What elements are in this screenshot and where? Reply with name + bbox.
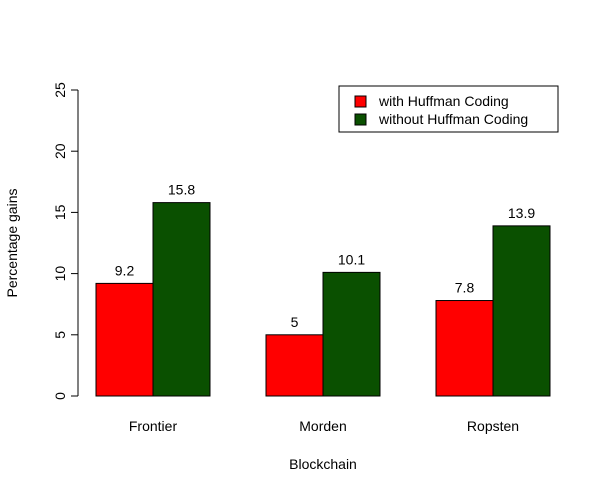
bars-group: [95, 202, 551, 397]
bar-value-label: 10.1: [338, 251, 365, 267]
bar-value-label: 13.9: [508, 205, 535, 221]
y-tick-label: 25: [52, 82, 68, 98]
bar-with-huffman-morden: [265, 334, 324, 397]
bar-with-huffman-frontier: [95, 282, 154, 397]
legend: with Huffman Coding without Huffman Codin…: [338, 85, 559, 133]
legend-entry-label: with Huffman Coding: [378, 93, 509, 109]
y-tick-label: 10: [52, 266, 68, 282]
value-labels-group: 9.2 15.8 5 10.1 7.8 13.9: [115, 182, 536, 330]
bar-with-huffman-ropsten: [435, 300, 494, 397]
bar-without-huffman-morden: [322, 271, 381, 397]
bar-value-label: 7.8: [455, 280, 475, 296]
x-tick-label-frontier: Frontier: [129, 418, 178, 434]
legend-box: [338, 85, 559, 133]
x-category-labels: Frontier Morden Ropsten: [129, 418, 519, 434]
y-tick-label: 5: [52, 331, 68, 339]
bar-without-huffman-frontier: [152, 202, 211, 397]
y-tick-label: 15: [52, 204, 68, 220]
bar-without-huffman-ropsten: [492, 225, 551, 397]
legend-swatch: [354, 95, 367, 108]
bar-value-label: 5: [291, 314, 299, 330]
y-tick-label: 20: [52, 143, 68, 159]
legend-swatch: [354, 113, 367, 126]
x-tick-label-morden: Morden: [299, 418, 346, 434]
bar-value-label: 9.2: [115, 262, 135, 278]
y-tick-label: 0: [52, 392, 68, 400]
x-tick-label-ropsten: Ropsten: [467, 418, 519, 434]
y-axis-title: Percentage gains: [4, 189, 20, 298]
legend-entry-label: without Huffman Coding: [378, 111, 528, 127]
y-axis: 0 5 10 15 20 25: [52, 82, 79, 400]
x-axis-title: Blockchain: [289, 456, 357, 472]
bar-value-label: 15.8: [168, 182, 195, 198]
